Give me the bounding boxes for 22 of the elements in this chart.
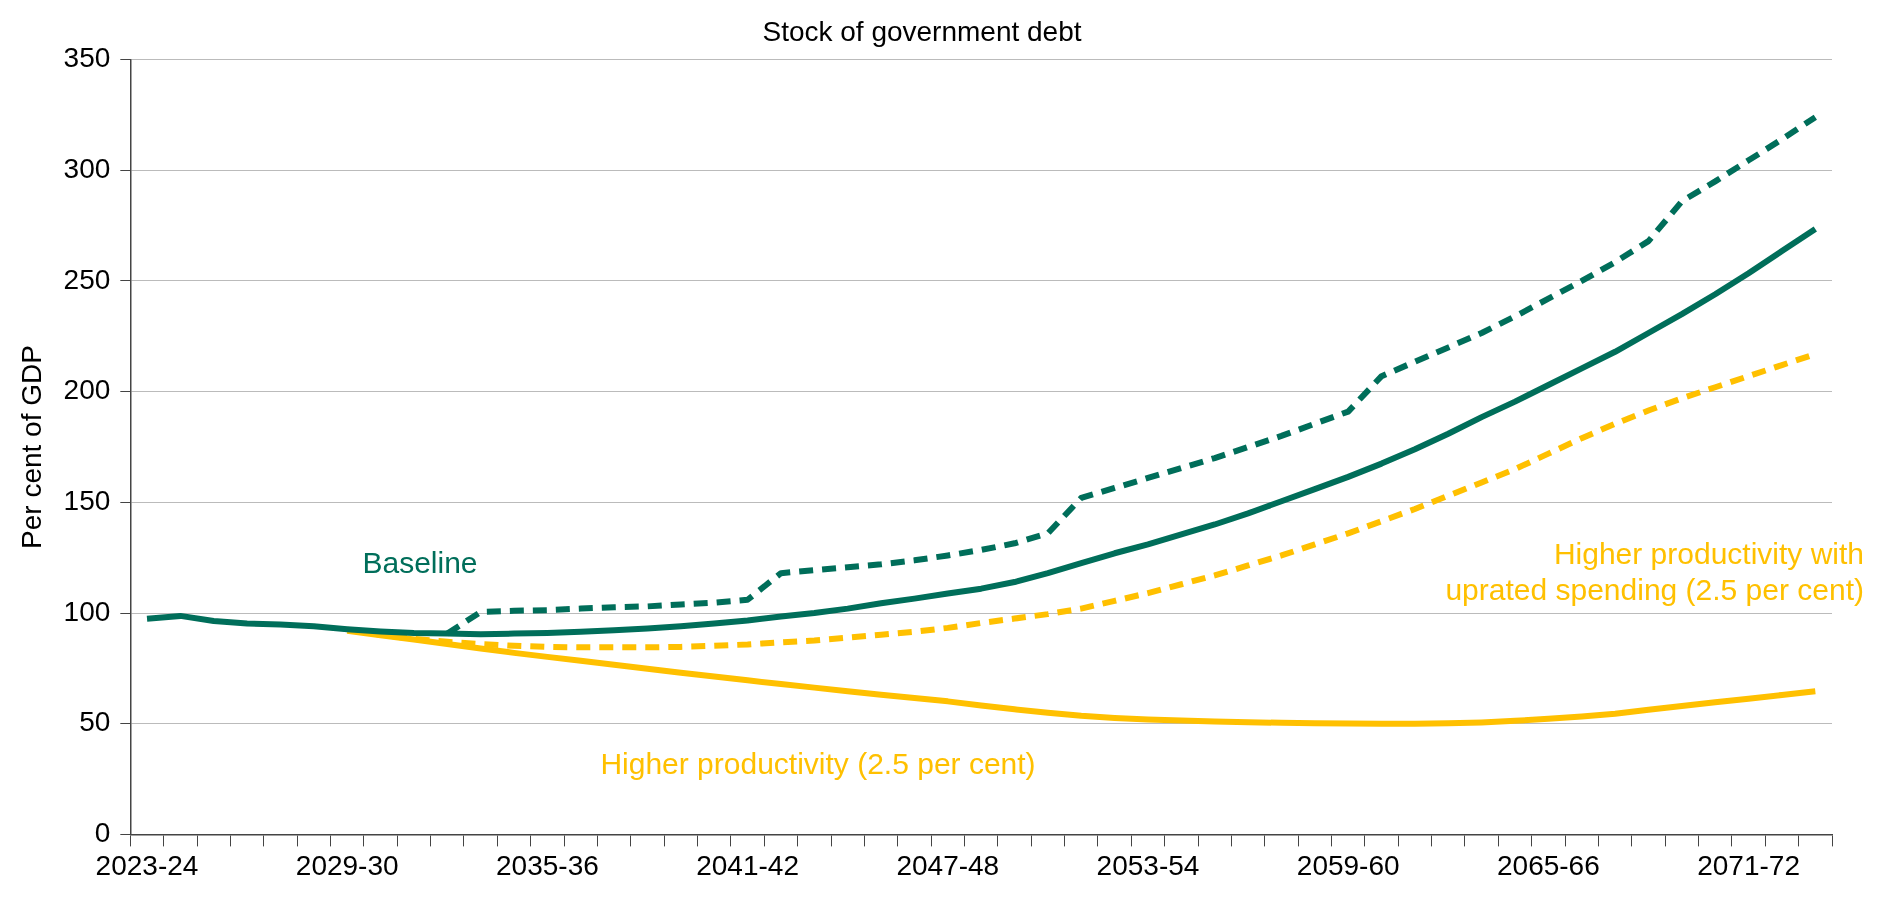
y-tick-label: 250 bbox=[63, 263, 111, 295]
x-tick-label: 2029-30 bbox=[295, 849, 399, 881]
x-tick-label: 2041-42 bbox=[696, 849, 799, 881]
x-tick-label: 2065-66 bbox=[1497, 849, 1600, 881]
y-tick-label: 50 bbox=[79, 706, 111, 738]
y-tick-label: 200 bbox=[63, 374, 111, 406]
x-tick-label: 2023-24 bbox=[95, 849, 199, 881]
y-tick-label: 350 bbox=[63, 42, 111, 74]
x-tick-label: 2053-54 bbox=[1096, 849, 1200, 881]
series-label: Baseline bbox=[362, 546, 478, 580]
y-tick-label: 300 bbox=[63, 153, 111, 184]
y-tick-label: 100 bbox=[63, 595, 111, 627]
y-tick-label: 0 bbox=[94, 817, 111, 849]
y-tick-label: 150 bbox=[63, 485, 111, 517]
series-label: Higher productivity (2.5 per cent) bbox=[600, 747, 1036, 781]
x-tick-label: 2071-72 bbox=[1697, 849, 1800, 881]
series-label: Higher productivity with uprated spending (2.5 per cent) bbox=[1445, 537, 1864, 607]
y-axis-title: Per cent of GDP bbox=[15, 345, 47, 549]
x-tick-label: 2059-60 bbox=[1296, 849, 1400, 881]
chart-title: Stock of government debt bbox=[762, 15, 1082, 47]
x-tick-label: 2035-36 bbox=[496, 849, 599, 881]
x-tick-label: 2047-48 bbox=[896, 849, 1000, 881]
